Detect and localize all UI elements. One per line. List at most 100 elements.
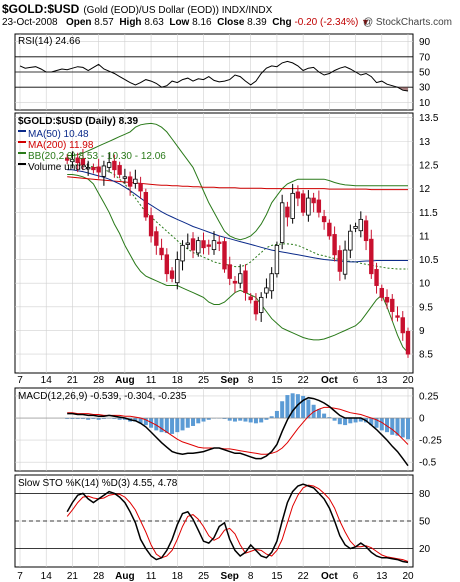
candle-body bbox=[300, 193, 306, 213]
macd-histogram-bar bbox=[138, 418, 143, 424]
macd-legend: MACD(12,26,9) -0.539, -0.304, -0.235 bbox=[18, 391, 187, 402]
rsi-tick-label: 50 bbox=[419, 68, 431, 79]
price-tick-label: 9 bbox=[419, 326, 425, 337]
symbol-description: (Gold (EOD)/US Dollar (EOD)) INDX/INDX bbox=[83, 5, 273, 16]
macd-tick-label: -0.25 bbox=[419, 436, 442, 447]
candle-body bbox=[80, 157, 86, 166]
price-legend-item: BB(20,2.0) 8.53 - 10.30 - 12.06 bbox=[28, 151, 166, 162]
macd-histogram-bar bbox=[301, 395, 306, 419]
candle-body bbox=[238, 273, 243, 284]
candle-body bbox=[232, 280, 238, 284]
macd-histogram-bar bbox=[395, 418, 400, 436]
candle-body bbox=[337, 250, 343, 272]
candle-body bbox=[311, 197, 316, 204]
candle-body bbox=[405, 330, 411, 355]
candle-body bbox=[269, 273, 274, 292]
x-axis-label-bottom: 6 bbox=[353, 571, 359, 582]
price-tick-label: 12.5 bbox=[419, 161, 439, 172]
macd-histogram-bar bbox=[238, 418, 243, 421]
down-triangle-icon: ▼ bbox=[361, 17, 371, 27]
legend-swatch bbox=[18, 141, 26, 143]
macd-histogram-bar bbox=[295, 394, 300, 419]
candle-body bbox=[379, 287, 384, 298]
candle-body bbox=[127, 176, 133, 187]
candle-body bbox=[264, 287, 269, 294]
macd-histogram-bar bbox=[143, 418, 148, 426]
x-axis-label: 7 bbox=[17, 375, 23, 386]
price-tick-label: 9.5 bbox=[419, 302, 433, 313]
candle-body bbox=[369, 238, 374, 275]
x-axis-label-bottom: 8 bbox=[248, 571, 254, 582]
macd-histogram-bar bbox=[191, 418, 196, 426]
macd-tick-label: 0.25 bbox=[419, 391, 439, 402]
macd-tick-label: -0.5 bbox=[419, 458, 437, 469]
rsi-tick-label: 30 bbox=[419, 83, 431, 94]
x-axis-label-bottom: 28 bbox=[93, 571, 105, 582]
sto-d-line bbox=[66, 484, 409, 562]
macd-histogram-bar bbox=[264, 418, 269, 420]
x-axis-label: 21 bbox=[67, 375, 79, 386]
candle-body bbox=[400, 317, 405, 334]
chg-label: Chg bbox=[272, 17, 292, 28]
price-legend-item: MA(200) 11.98 bbox=[28, 140, 94, 151]
candle-body bbox=[148, 215, 154, 237]
macd-histogram-bar bbox=[332, 418, 337, 421]
candle-body bbox=[154, 231, 159, 246]
macd-histogram-bar bbox=[180, 418, 185, 431]
low-value: 8.16 bbox=[192, 17, 212, 28]
candle-body bbox=[164, 254, 170, 275]
macd-histogram-bar bbox=[206, 418, 211, 420]
candle-body bbox=[363, 220, 369, 242]
high-value: 8.63 bbox=[144, 17, 164, 28]
x-axis-label-bottom: 25 bbox=[198, 571, 210, 582]
x-axis-label: 25 bbox=[198, 375, 210, 386]
x-axis-label-bottom: Aug bbox=[115, 571, 134, 582]
macd-histogram-bar bbox=[385, 418, 390, 433]
candle-body bbox=[70, 158, 75, 163]
macd-frame bbox=[14, 387, 414, 472]
candle-body bbox=[316, 199, 322, 213]
x-axis-label-bottom: 21 bbox=[67, 571, 79, 582]
candle-body bbox=[384, 296, 390, 303]
candle-body bbox=[75, 157, 80, 164]
candle-body bbox=[101, 165, 107, 177]
macd-histogram-bar bbox=[96, 418, 101, 420]
macd-histogram-bar bbox=[86, 418, 91, 420]
candle-body bbox=[348, 230, 353, 251]
macd-histogram-bar bbox=[369, 418, 374, 426]
rsi-tick-label: 70 bbox=[419, 52, 431, 63]
candle-body bbox=[159, 247, 164, 256]
x-axis-label-bottom: Oct bbox=[321, 571, 338, 582]
candle-body bbox=[175, 259, 180, 284]
macd-histogram-bar bbox=[353, 418, 358, 423]
candle-body bbox=[227, 264, 232, 279]
candle-body bbox=[253, 300, 259, 315]
quote-date: 23-Oct-2008 bbox=[2, 17, 58, 28]
candle-body bbox=[358, 218, 364, 232]
legend-swatch bbox=[18, 152, 26, 154]
macd-histogram-bar bbox=[316, 409, 321, 419]
candle-body bbox=[217, 241, 222, 244]
sto-tick-label: 80 bbox=[419, 489, 431, 500]
macd-histogram-bar bbox=[253, 418, 258, 424]
x-axis-label-bottom: Sep bbox=[221, 571, 239, 582]
x-axis-label-bottom: 11 bbox=[146, 571, 157, 582]
candle-body bbox=[206, 244, 211, 247]
price-tick-label: 8.5 bbox=[419, 350, 433, 361]
price-tick-label: 11 bbox=[419, 231, 430, 242]
macd-histogram-bar bbox=[65, 418, 70, 419]
sto-tick-label: 50 bbox=[419, 517, 431, 528]
x-axis-label: 14 bbox=[41, 375, 53, 386]
price-tick-label: 13.5 bbox=[419, 113, 439, 124]
close-label: Close bbox=[217, 17, 245, 28]
macd-histogram-bar bbox=[327, 417, 332, 419]
candle-body bbox=[211, 240, 217, 251]
candle-body bbox=[243, 270, 248, 294]
macd-histogram-bar bbox=[75, 418, 80, 419]
macd-tick-label: 0 bbox=[419, 414, 425, 425]
candle-body bbox=[91, 166, 96, 171]
x-axis-label: 13 bbox=[376, 375, 388, 386]
macd-histogram-bar bbox=[269, 416, 274, 419]
candle-body bbox=[122, 176, 128, 179]
